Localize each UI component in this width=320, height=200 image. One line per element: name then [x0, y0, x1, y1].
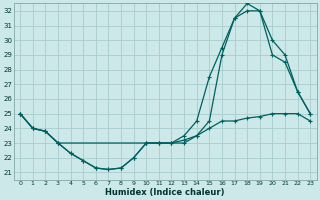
- X-axis label: Humidex (Indice chaleur): Humidex (Indice chaleur): [106, 188, 225, 197]
